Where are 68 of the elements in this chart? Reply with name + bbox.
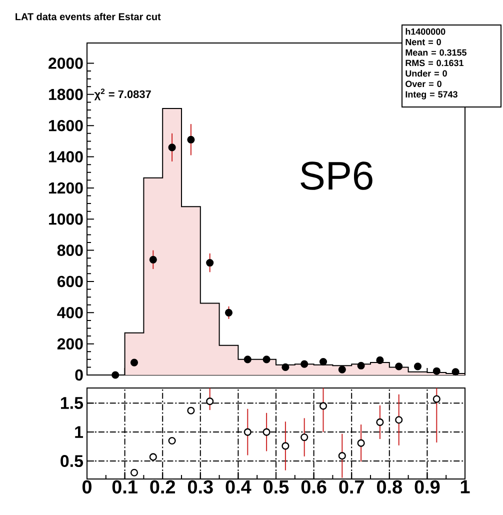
point	[262, 356, 270, 364]
x-tick-label: 0.4	[226, 480, 252, 494]
point	[149, 453, 157, 461]
x-tick-label: 0.2	[150, 480, 175, 494]
x-tick-label: 0.9	[414, 480, 440, 494]
annotation: Nent = 0	[406, 38, 441, 46]
point	[319, 358, 328, 366]
x-tick-label: 0.7	[339, 480, 364, 494]
annotation: Under = 0	[406, 70, 447, 77]
annotation: χ$^{2}$ = 7.0837	[94, 88, 151, 100]
y-tick-label: 1600	[49, 120, 83, 132]
point	[224, 308, 233, 316]
point	[206, 258, 214, 267]
point	[168, 436, 176, 445]
y-tick-label: 0	[75, 369, 83, 381]
y-tick-label: 1800	[49, 88, 83, 100]
x-tick-label: 0.6	[301, 480, 326, 494]
point	[376, 418, 384, 426]
x-tick-label: 0.8	[376, 480, 402, 494]
x-tick-label: 0.5	[264, 480, 289, 494]
point	[112, 371, 120, 379]
point	[338, 452, 346, 460]
y-tick-label: 1200	[49, 182, 83, 194]
annotation: RMS = 0.1631	[406, 60, 464, 66]
point	[262, 428, 270, 436]
point	[395, 416, 403, 424]
point	[376, 356, 384, 364]
point	[282, 442, 290, 450]
point	[244, 428, 252, 436]
point	[432, 367, 440, 375]
y-tick-label: 1000	[49, 213, 83, 225]
point	[300, 433, 308, 442]
y-tick-label: 0.5	[60, 455, 84, 468]
point	[187, 136, 195, 144]
y-tick-label: 1.5	[61, 397, 84, 409]
point	[338, 366, 346, 374]
point	[149, 256, 157, 264]
point	[452, 368, 460, 376]
point	[357, 362, 365, 370]
y-tick-label: 600	[57, 276, 83, 288]
chart-title: LAT data events after Estar cut	[16, 12, 161, 20]
y-tick-label: 800	[57, 244, 83, 256]
point	[319, 402, 328, 410]
y-tick-label: 1400	[49, 151, 83, 162]
x-tick-label: 0.1	[112, 480, 138, 494]
point	[206, 398, 214, 406]
annotation: SP6	[300, 162, 372, 190]
annotation: Integ = 5743	[406, 91, 458, 100]
point	[244, 356, 252, 364]
point	[187, 406, 195, 414]
y-tick-label: 2000	[48, 58, 83, 69]
y-tick-label: 400	[57, 307, 83, 318]
point	[300, 360, 308, 368]
x-tick-label: 0.3	[188, 480, 213, 494]
point	[357, 439, 365, 447]
point	[168, 144, 176, 152]
text: h1400000	[406, 28, 446, 35]
y-tick-label: 200	[57, 338, 83, 350]
annotation: Mean = 0.3155	[406, 49, 466, 56]
y-tick-label: 1	[75, 426, 84, 438]
point	[130, 468, 138, 476]
point	[414, 362, 422, 370]
point	[130, 358, 138, 366]
x-tick-label: 1	[460, 480, 470, 494]
point	[282, 363, 290, 371]
point	[432, 395, 440, 403]
point	[395, 362, 403, 370]
annotation: Over = 0	[406, 80, 442, 88]
